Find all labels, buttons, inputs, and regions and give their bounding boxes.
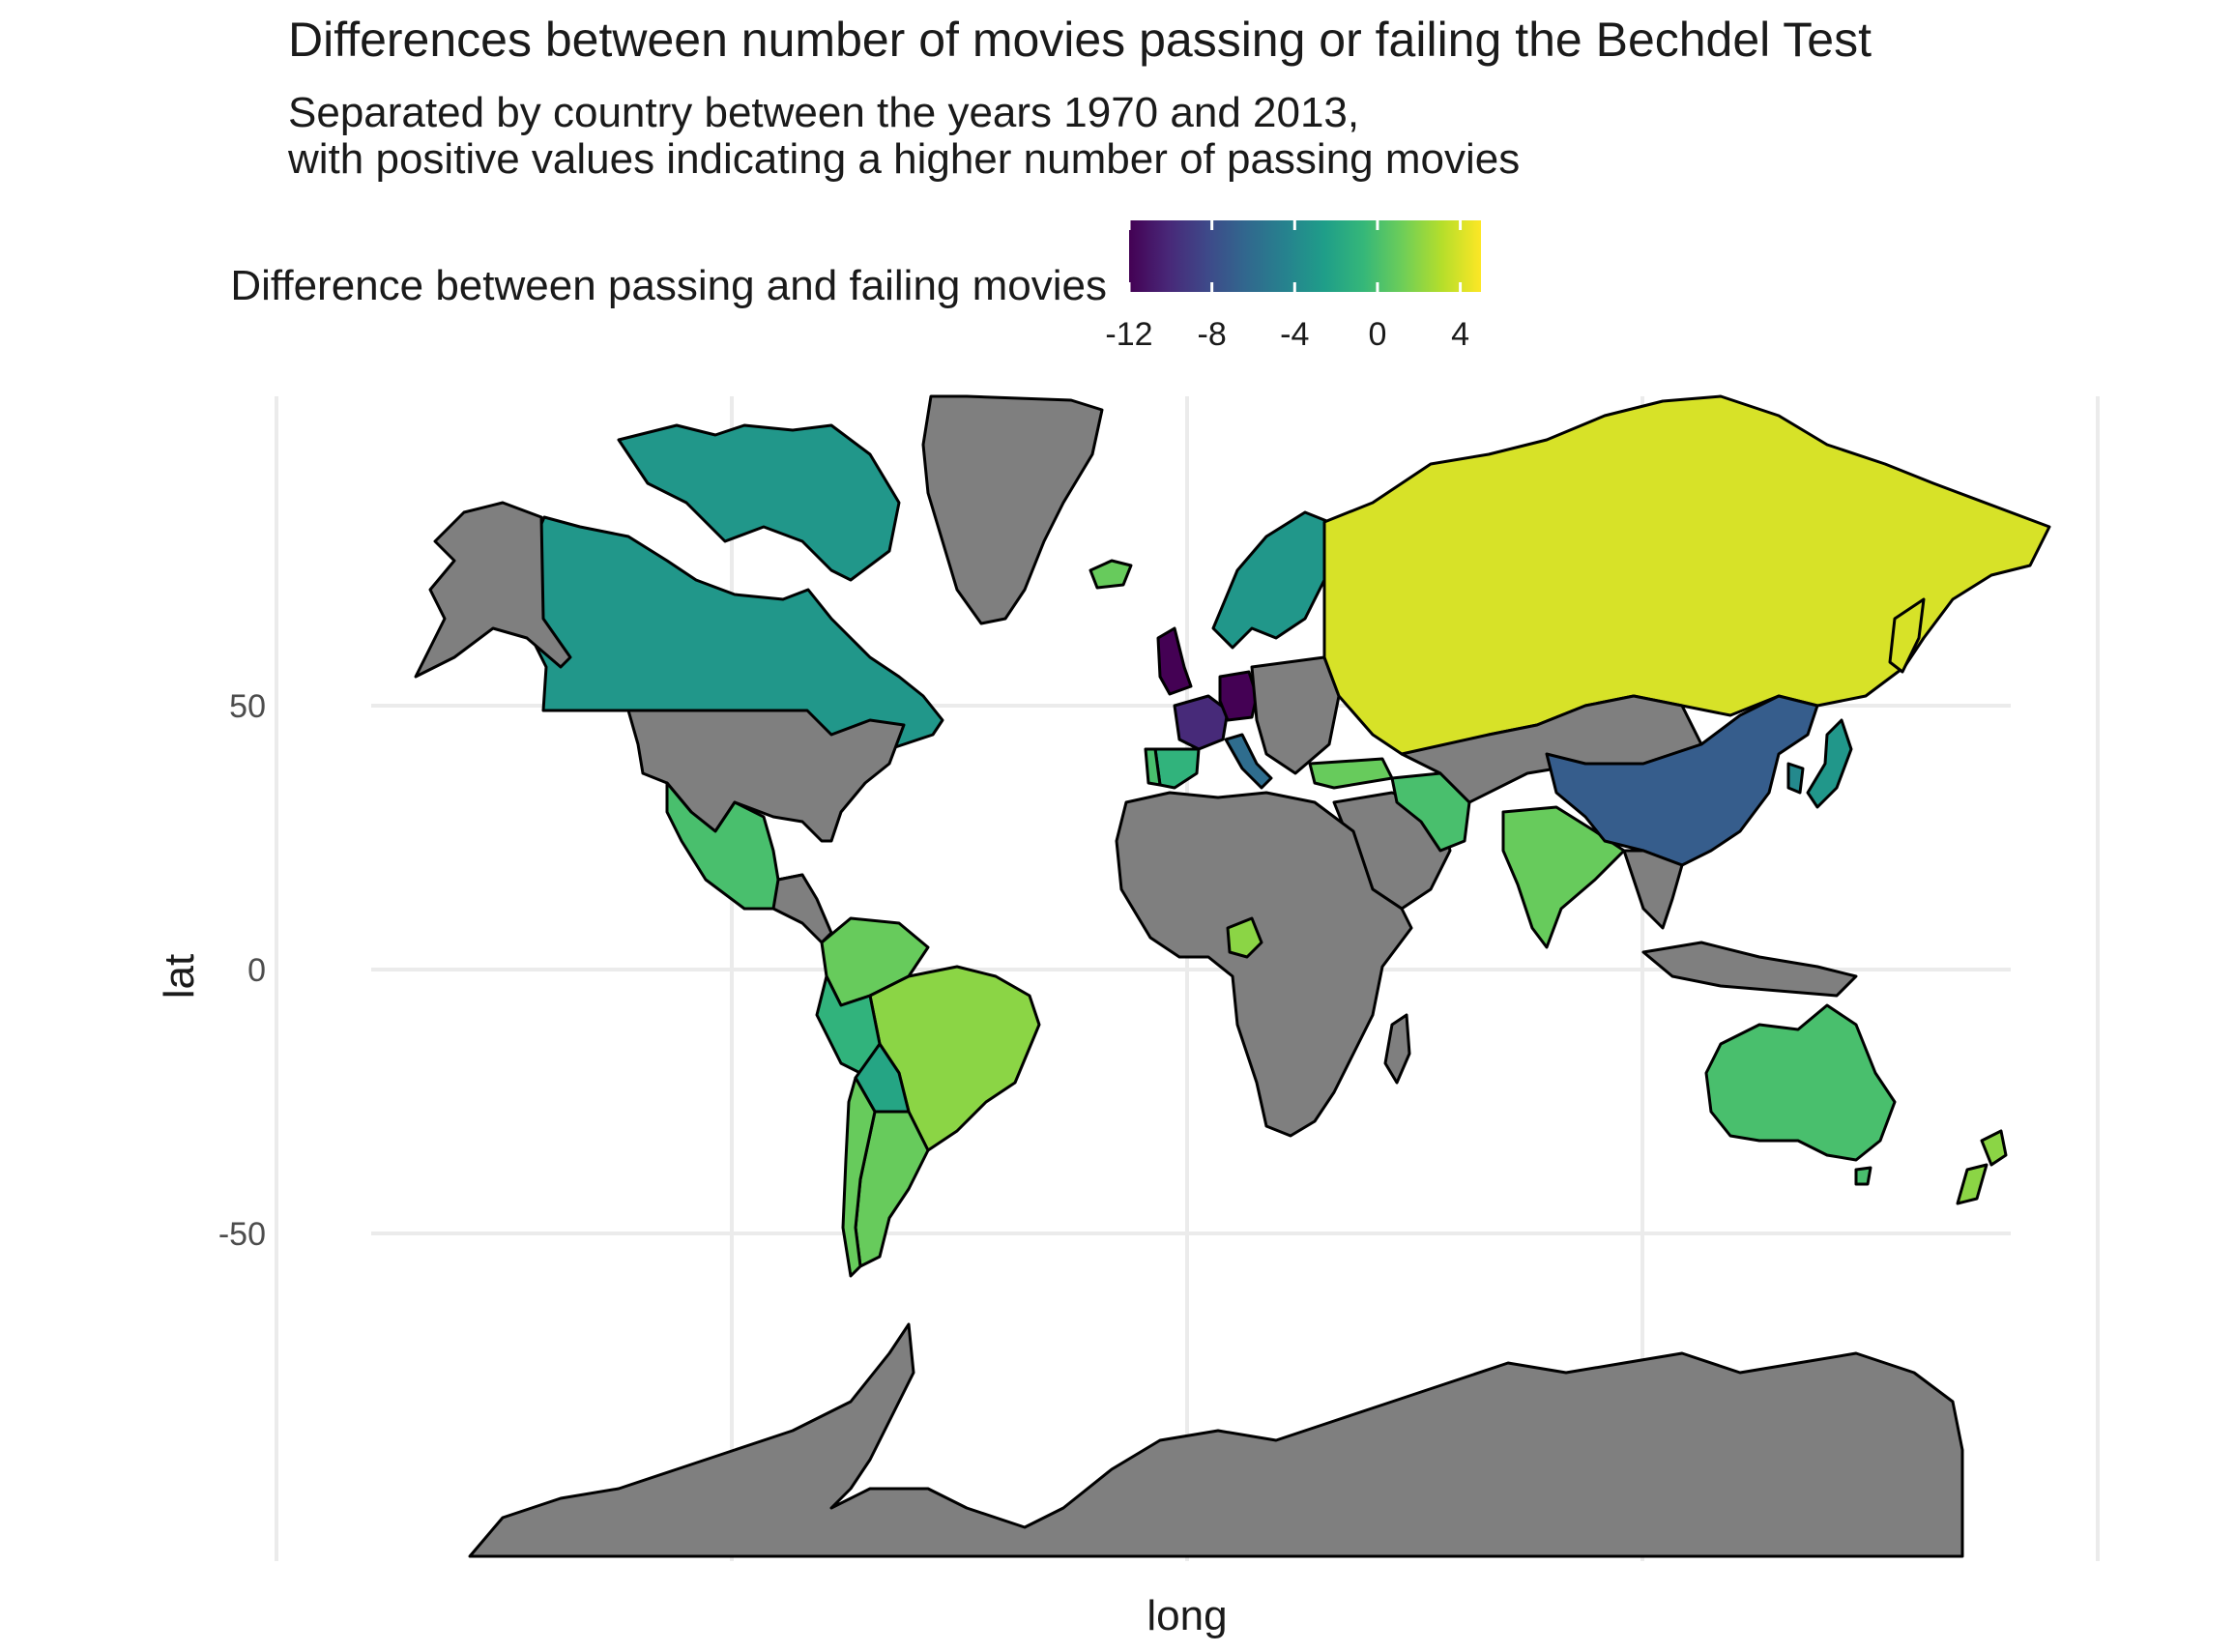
chart-title: Differences between number of movies pas…	[288, 13, 1872, 67]
region-indonesia	[1641, 941, 1858, 998]
country-turkey	[1308, 757, 1394, 790]
region-scandinavia	[1211, 510, 1331, 650]
legend-ticks: -12 -8 -4 0 4	[1105, 220, 1469, 353]
country-uk	[1156, 626, 1193, 696]
country-canada	[515, 515, 944, 766]
region-africa	[1115, 791, 1413, 1138]
y-tick-label: 50	[229, 688, 266, 725]
legend-tick-label: 0	[1368, 316, 1386, 353]
country-canada-islands	[617, 423, 901, 582]
chart-subtitle-line-2: with positive values indicating a higher…	[288, 135, 1521, 183]
legend-tick-label: -4	[1280, 316, 1309, 353]
chart-subtitle-line-1: Separated by country between the years 1…	[288, 89, 1360, 136]
country-germany	[1218, 670, 1259, 722]
country-france	[1173, 694, 1230, 751]
legend-tick-label: -12	[1105, 316, 1152, 353]
x-axis-title: long	[1147, 1592, 1227, 1639]
legend-title: Difference between passing and failing m…	[230, 262, 1107, 309]
country-russia-east	[1888, 597, 1926, 674]
country-italy	[1224, 733, 1273, 790]
axis-titles: long lat	[156, 954, 1228, 1639]
region-antarctica	[468, 1322, 1964, 1558]
y-tick-label: -50	[218, 1216, 266, 1253]
country-chile	[841, 1076, 877, 1278]
y-axis-title: lat	[156, 954, 203, 999]
country-portugal	[1144, 747, 1162, 787]
region-central-america	[771, 873, 833, 944]
countries	[414, 394, 2051, 1558]
country-new-zealand	[1956, 1129, 2008, 1205]
country-australia-tasmania	[1854, 1166, 1872, 1186]
country-china	[1545, 694, 1819, 867]
legend-colorbar	[1129, 220, 1481, 292]
country-spain	[1153, 747, 1201, 790]
country-greenland	[921, 394, 1104, 625]
y-tick-label: 0	[247, 952, 266, 989]
region-southeast-asia	[1622, 849, 1684, 930]
country-iceland	[1088, 559, 1133, 590]
country-russia	[1322, 394, 2051, 756]
country-south-korea	[1786, 762, 1805, 795]
legend: -12 -8 -4 0 4	[1105, 220, 1481, 353]
country-japan	[1806, 718, 1853, 809]
y-axis-tick-labels: 50 0 -50	[218, 688, 266, 1253]
legend-tick-label: -8	[1198, 316, 1227, 353]
country-india	[1501, 805, 1626, 949]
region-eastern-europe	[1250, 655, 1341, 775]
country-madagascar	[1383, 1013, 1411, 1085]
country-cameroon	[1226, 916, 1263, 959]
country-australia	[1704, 1003, 1897, 1162]
country-usa-alaska	[414, 501, 572, 679]
legend-tick-label: 4	[1451, 316, 1469, 353]
